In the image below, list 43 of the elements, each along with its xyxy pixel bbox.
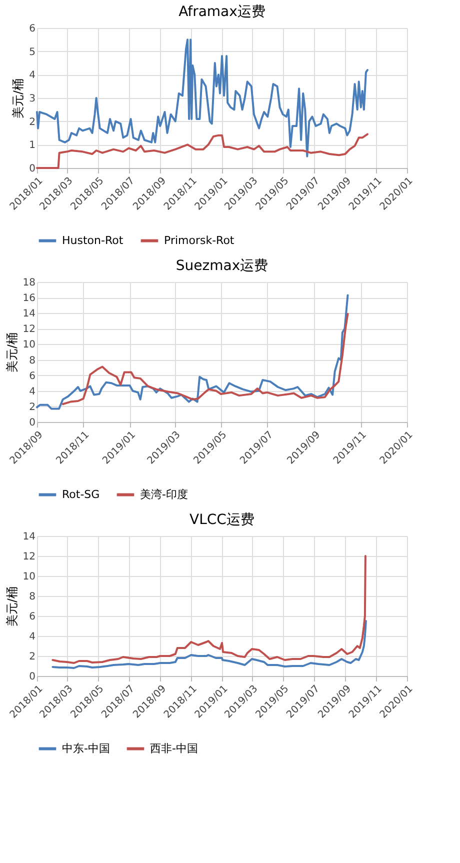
- line-series: [36, 294, 349, 410]
- y-tick-label: 12: [22, 324, 36, 336]
- chart-title: VLCC运费: [190, 512, 254, 528]
- line-series: [36, 133, 368, 169]
- y-axis-title: 美元/桶: [4, 332, 19, 373]
- y-axis-title: 美元/桶: [4, 586, 19, 627]
- y-tick-label: 0: [29, 672, 36, 682]
- y-tick-label: 6: [29, 612, 36, 622]
- y-tick-label: 6: [29, 24, 36, 34]
- y-axis-title: 美元/桶: [11, 78, 26, 119]
- legend-label: 西非-中国: [150, 742, 198, 755]
- y-tick-label: 2: [29, 652, 36, 662]
- legend-label: Primorsk-Rot: [164, 234, 235, 247]
- legend-label: 美湾-印度: [140, 488, 188, 501]
- y-tick-label: 3: [29, 94, 36, 104]
- y-tick-label: 18: [22, 278, 36, 288]
- line-series: [36, 38, 368, 158]
- y-tick-label: 4: [29, 386, 36, 398]
- y-tick-label: 10: [22, 572, 36, 582]
- y-tick-label: 0: [29, 164, 36, 174]
- y-tick-label: 2: [29, 402, 36, 413]
- y-tick-label: 14: [22, 532, 36, 542]
- line-series: [62, 312, 349, 406]
- y-tick-label: 10: [22, 340, 36, 351]
- y-tick-label: 8: [29, 355, 36, 366]
- y-tick-label: 16: [22, 293, 36, 304]
- y-tick-label: 6: [29, 370, 36, 382]
- y-tick-label: 8: [29, 592, 36, 602]
- legend-label: Rot-SG: [62, 488, 100, 501]
- y-tick-label: 4: [29, 632, 36, 642]
- y-tick-label: 4: [29, 70, 36, 82]
- y-tick-label: 2: [29, 116, 36, 128]
- legend-label: Huston-Rot: [62, 234, 124, 247]
- line-series: [52, 555, 366, 664]
- legend-label: 中东-中国: [62, 742, 110, 755]
- y-tick-label: 5: [29, 46, 36, 58]
- chart-title: Aframax运费: [178, 4, 266, 20]
- y-tick-label: 14: [22, 308, 36, 320]
- y-tick-label: 0: [29, 418, 36, 428]
- y-tick-label: 1: [29, 140, 36, 152]
- y-tick-label: 12: [22, 552, 36, 562]
- line-series: [52, 620, 367, 669]
- chart-title: Suezmax运费: [176, 258, 268, 274]
